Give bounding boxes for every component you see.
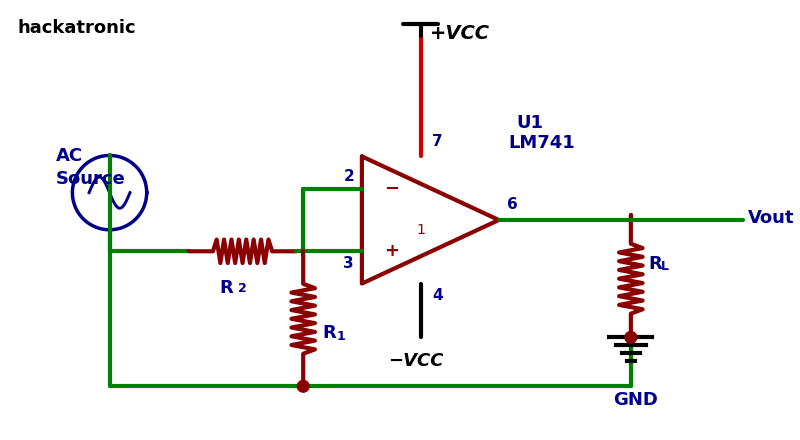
Text: AC: AC [56,147,83,165]
Text: R: R [649,255,662,273]
Circle shape [298,381,309,392]
Text: R: R [219,279,233,297]
Text: 1: 1 [337,330,346,343]
Text: L: L [661,260,669,273]
Text: GND: GND [614,391,658,409]
Text: 3: 3 [343,256,354,271]
Text: R: R [322,324,337,342]
Text: −VCC: −VCC [388,352,443,370]
Text: U1: U1 [517,114,543,132]
Text: Source: Source [56,170,126,188]
Text: 2: 2 [238,282,246,295]
Text: 4: 4 [432,289,443,304]
Text: 2: 2 [343,169,354,184]
Text: hackatronic: hackatronic [18,19,136,37]
Text: 1: 1 [416,223,425,237]
Text: +: + [384,242,398,260]
Text: Vout: Vout [748,209,794,227]
Text: 7: 7 [432,134,443,149]
Text: LM741: LM741 [509,133,575,151]
Text: +VCC: +VCC [430,24,490,44]
Text: −: − [384,180,398,198]
Circle shape [625,331,637,343]
Text: 6: 6 [506,197,518,212]
